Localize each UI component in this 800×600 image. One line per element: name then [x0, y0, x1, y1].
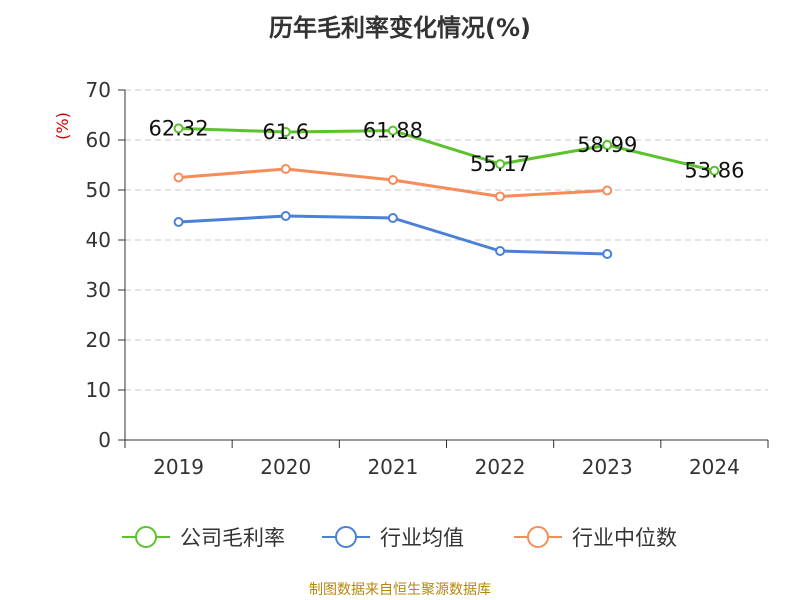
y-tick-label: 10: [86, 378, 111, 402]
data-point: [602, 185, 613, 196]
data-point: [709, 165, 720, 176]
data-label: 61.6: [262, 120, 309, 144]
legend-label: 行业中位数: [572, 526, 677, 550]
y-tick-labels: 0 10 20 30 40 50 60 70: [86, 78, 111, 452]
legend-marker: [335, 526, 357, 548]
legend-marker: [527, 526, 549, 548]
data-label: 55.17: [470, 152, 530, 176]
legend-label: 公司毛利率: [180, 526, 285, 550]
data-point: [495, 159, 506, 170]
y-tick-label: 50: [86, 178, 111, 202]
x-tick-label: 2019: [153, 455, 204, 479]
x-tick-label: 2024: [689, 455, 740, 479]
data-point: [173, 123, 184, 134]
data-label: 53.86: [684, 159, 744, 183]
legend[interactable]: 公司毛利率 行业均值 行业中位数: [122, 526, 677, 550]
legend-item[interactable]: 行业中位数: [514, 526, 677, 550]
data-point: [387, 125, 398, 136]
data-point: [495, 191, 506, 202]
data-point: [173, 217, 184, 227]
data-point: [173, 172, 184, 183]
data-point: [280, 211, 291, 221]
chart-title: 历年毛利率变化情况(%): [269, 14, 531, 42]
x-tick-label: 2021: [367, 455, 418, 479]
data-point: [280, 127, 291, 137]
data-label: 61.88: [363, 119, 423, 143]
series-lines: [173, 123, 720, 259]
legend-marker: [135, 526, 157, 548]
series-line: [178, 126, 715, 173]
y-tick-label: 70: [86, 78, 111, 102]
legend-label: 行业均值: [380, 526, 464, 550]
x-tick-label: 2020: [260, 455, 311, 479]
data-point: [602, 249, 613, 259]
y-tick-label: 0: [98, 428, 111, 452]
data-label: 62.32: [149, 116, 209, 140]
y-axis-unit: (%): [53, 112, 72, 140]
data-label: 58.99: [577, 133, 637, 157]
data-point: [387, 213, 398, 223]
x-tick-labels: 2019 2020 2021 2022 2023 2024: [153, 455, 740, 479]
y-tick-label: 30: [86, 278, 111, 302]
source-note: 制图数据来自恒生聚源数据库: [309, 582, 491, 598]
x-tick-label: 2023: [582, 455, 633, 479]
data-point: [387, 175, 398, 185]
legend-item[interactable]: 公司毛利率: [122, 526, 285, 550]
y-tick-label: 40: [86, 228, 111, 252]
data-labels: 62.32 61.6 61.88 55.17 58.99 53.86: [149, 116, 745, 182]
y-tick-label: 60: [86, 128, 111, 152]
legend-item[interactable]: 行业均值: [322, 526, 464, 550]
x-tick-label: 2022: [475, 455, 526, 479]
grid-lines: [125, 89, 768, 391]
data-point: [280, 164, 291, 174]
y-tick-label: 20: [86, 328, 111, 352]
data-point: [602, 140, 613, 151]
data-point: [495, 246, 506, 256]
axes: [118, 89, 769, 448]
